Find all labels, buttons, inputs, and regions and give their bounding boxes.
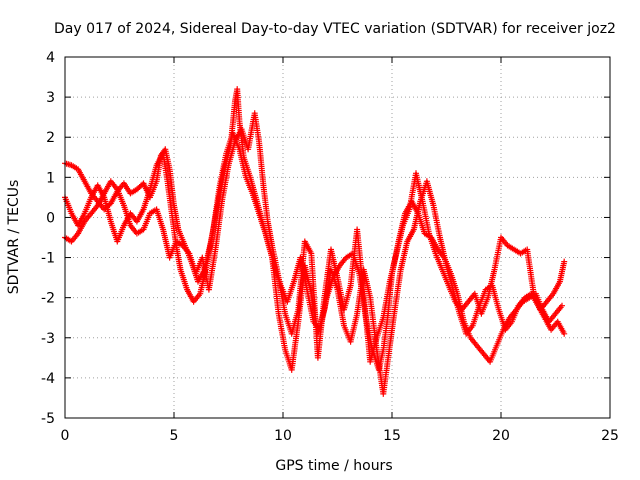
y-tick-label: 1 — [46, 170, 55, 186]
plot-frame — [64, 56, 611, 419]
x-tick-label: 0 — [61, 428, 70, 444]
x-tick-label: 10 — [274, 428, 292, 444]
chart-title: Day 017 of 2024, Sidereal Day-to-day VTE… — [54, 21, 616, 37]
y-tick-label: -2 — [41, 291, 55, 307]
y-tick-label: 4 — [46, 50, 55, 66]
x-axis-label: GPS time / hours — [275, 458, 392, 474]
x-tick-label: 20 — [492, 428, 510, 444]
series-track-c — [62, 110, 568, 365]
data-point-marker — [561, 330, 568, 337]
axis-ticks: 0 5 10 15 20 25 -5 -4 -3 -2 -1 0 1 2 3 4 — [41, 50, 619, 444]
y-axis-label: SDTVAR / TECUs — [6, 180, 22, 295]
data-point-marker — [559, 302, 565, 309]
y-tick-label: -3 — [41, 331, 55, 347]
grid-lines — [65, 57, 610, 418]
data-point-marker — [561, 258, 568, 265]
y-tick-label: 3 — [46, 90, 55, 106]
y-tick-label: 0 — [46, 210, 55, 226]
y-tick-label: -4 — [41, 371, 55, 387]
x-tick-label: 15 — [383, 428, 401, 444]
y-tick-label: 2 — [46, 130, 55, 146]
x-tick-label: 5 — [170, 428, 179, 444]
y-tick-label: -5 — [41, 411, 55, 427]
x-tick-label: 25 — [601, 428, 619, 444]
y-tick-label: -1 — [41, 251, 55, 267]
data-marks — [62, 86, 568, 397]
